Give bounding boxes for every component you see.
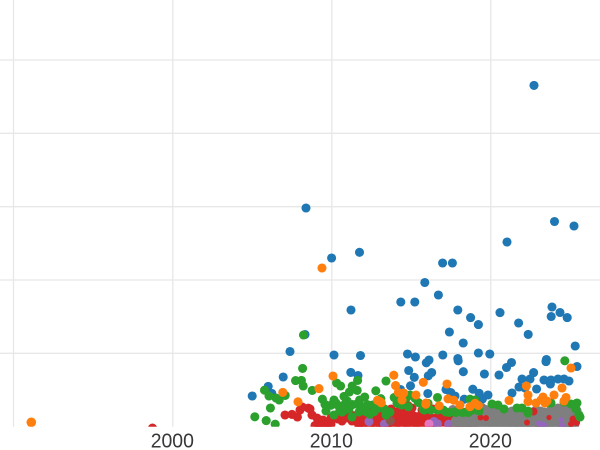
svg-text:2000: 2000 bbox=[151, 431, 194, 450]
svg-text:2010: 2010 bbox=[310, 431, 353, 450]
svg-text:2020: 2020 bbox=[469, 431, 512, 450]
